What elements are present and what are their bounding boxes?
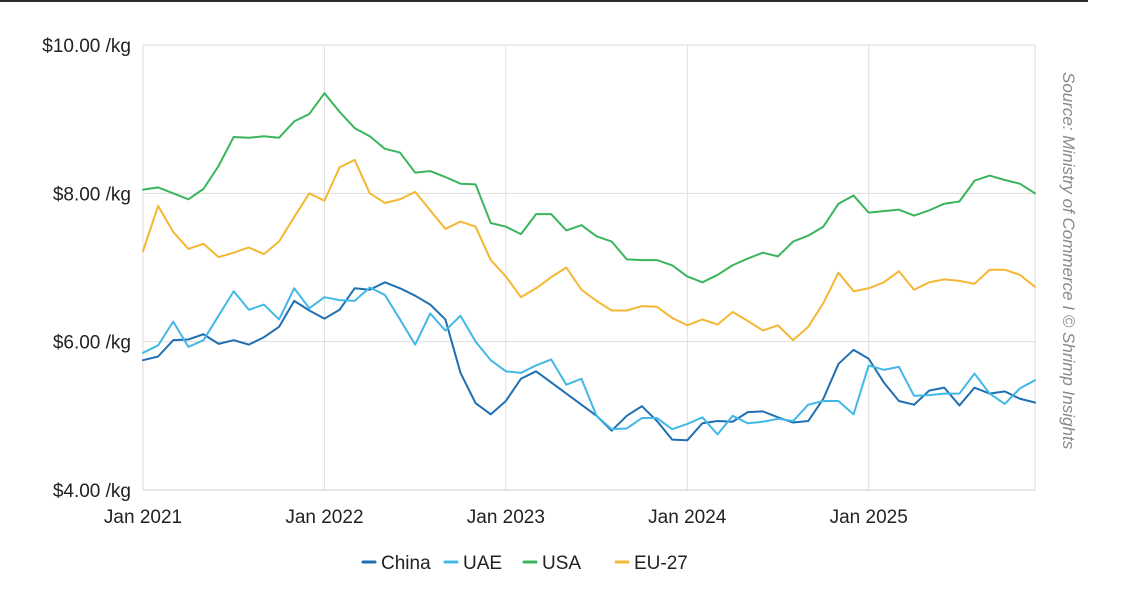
x-tick-label: Jan 2023 [467, 507, 545, 528]
legend-label: USA [542, 553, 581, 574]
series-line-eu-27 [142, 158, 1036, 342]
x-tick-label: Jan 2024 [648, 507, 727, 528]
series-line-china [142, 281, 1036, 442]
y-tick-label: $10.00 /kg [42, 36, 131, 57]
legend-label: EU-27 [634, 553, 688, 574]
x-tick-label: Jan 2021 [104, 507, 182, 528]
legend-item-usa[interactable]: USA [522, 553, 581, 574]
source-annotation: Source: Ministry of Commerce I © Shrimp … [1059, 72, 1078, 450]
legend-item-uae[interactable]: UAE [443, 553, 502, 574]
x-axis-ticks: Jan 2021 Jan 2022 Jan 2023 Jan 2024 Jan 2025 [104, 507, 908, 528]
legend[interactable]: China UAE USA EU-27 [361, 553, 688, 574]
series-line-uae [142, 286, 1036, 436]
legend-item-china[interactable]: China [361, 553, 431, 574]
x-tick-label: Jan 2022 [285, 507, 363, 528]
series-line-usa [142, 92, 1036, 284]
legend-item-eu-27[interactable]: EU-27 [614, 553, 688, 574]
grid-layer [142, 44, 1036, 491]
legend-label: China [381, 553, 431, 574]
series-layer [142, 92, 1036, 442]
top-rule [0, 0, 1088, 2]
legend-label: UAE [463, 553, 502, 574]
y-tick-label: $4.00 /kg [53, 481, 131, 502]
y-axis-ticks: $4.00 /kg $6.00 /kg $8.00 /kg $10.00 /kg [42, 36, 131, 502]
y-tick-label: $6.00 /kg [53, 333, 131, 354]
y-tick-label: $8.00 /kg [53, 184, 131, 205]
x-tick-label: Jan 2025 [830, 507, 908, 528]
